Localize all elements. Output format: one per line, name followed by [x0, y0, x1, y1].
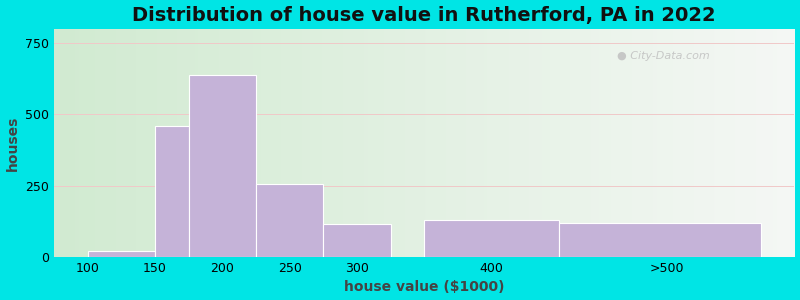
Bar — [189, 74, 256, 257]
Text: ● City-Data.com: ● City-Data.com — [617, 51, 710, 61]
Bar — [323, 224, 390, 257]
Bar — [88, 251, 155, 257]
Bar — [155, 126, 189, 257]
Bar — [424, 220, 559, 257]
Title: Distribution of house value in Rutherford, PA in 2022: Distribution of house value in Rutherfor… — [132, 6, 716, 25]
Bar — [559, 223, 761, 257]
X-axis label: house value ($1000): house value ($1000) — [344, 280, 505, 294]
Bar — [256, 184, 323, 257]
Y-axis label: houses: houses — [6, 115, 19, 171]
